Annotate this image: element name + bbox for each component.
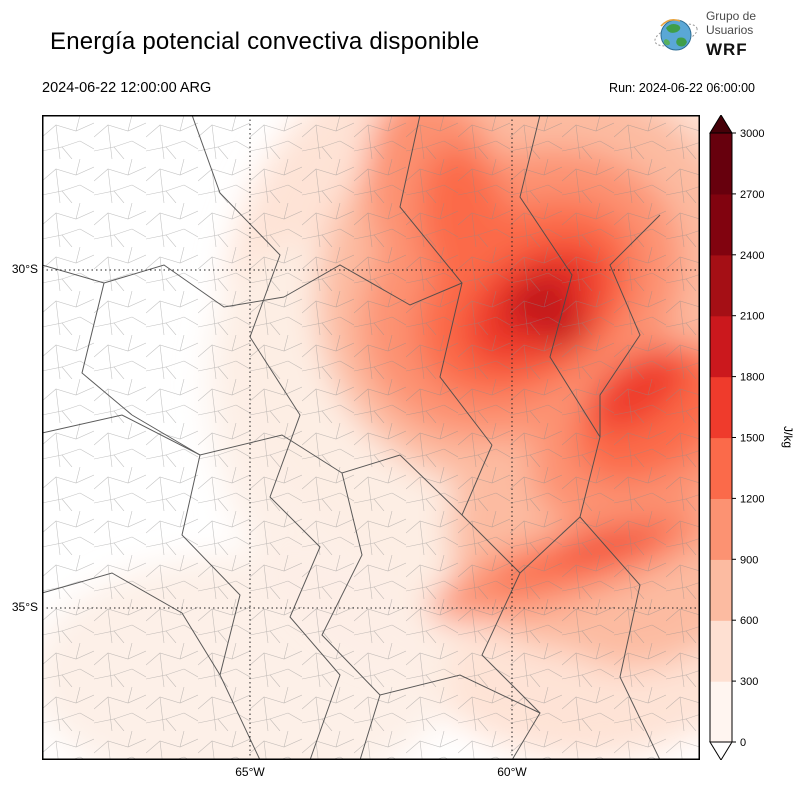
colorbar-tick-label: 2100 bbox=[740, 311, 764, 323]
map-panel bbox=[32, 12, 800, 795]
colorbar-segment bbox=[710, 254, 732, 317]
colorbar-tick-label: 2400 bbox=[740, 250, 764, 262]
colorbar-tick-label: 1500 bbox=[740, 433, 764, 445]
colorbar-tick-label: 600 bbox=[740, 615, 758, 627]
colorbar-segment bbox=[710, 315, 732, 378]
colorbar-tick-label: 1800 bbox=[740, 372, 764, 384]
run-time-label: Run: 2024-06-22 06:00:00 bbox=[609, 81, 755, 95]
graticule bbox=[42, 115, 700, 760]
wrf-logo: Grupo de Usuarios WRF bbox=[653, 9, 756, 59]
map-frame bbox=[42, 115, 700, 760]
colorbar-segment bbox=[710, 376, 732, 439]
colorbar-tick-label: 2700 bbox=[740, 189, 764, 201]
colorbar-segment bbox=[710, 498, 732, 560]
lat-tick-30s: 30°S bbox=[11, 262, 38, 276]
colorbar-segment bbox=[710, 133, 732, 195]
colorbar-unit-label: J/kg bbox=[781, 426, 795, 448]
logo-text: Grupo de Usuarios WRF bbox=[705, 9, 756, 59]
logo-text-wrf: WRF bbox=[705, 39, 748, 59]
colorbar-tick-label: 900 bbox=[740, 554, 758, 566]
valid-time-label: 2024-06-22 12:00:00 ARG bbox=[42, 80, 212, 96]
cape-map bbox=[32, 12, 800, 795]
colorbar-over-arrow bbox=[709, 115, 733, 134]
page-title: Energía potencial convectiva disponible bbox=[50, 28, 480, 55]
colorbar-segment bbox=[710, 620, 732, 682]
logo-text-line2: Usuarios bbox=[705, 22, 754, 37]
lon-tick-65w: 65°W bbox=[235, 765, 265, 779]
colorbar-tick-label: 300 bbox=[740, 676, 758, 688]
lon-tick-60w: 60°W bbox=[497, 765, 527, 779]
logo-text-line1: Grupo de bbox=[705, 9, 756, 23]
lat-tick-35s: 35°S bbox=[11, 600, 38, 614]
subheader: 2024-06-22 12:00:00 ARG Run: 2024-06-22 … bbox=[42, 80, 755, 96]
colorbar-tick-label: 3000 bbox=[740, 128, 764, 140]
globe-icon bbox=[654, 18, 698, 51]
colorbar-segment bbox=[710, 559, 732, 621]
colorbar-tick-label: 0 bbox=[740, 737, 746, 749]
colorbar-segment bbox=[710, 681, 732, 743]
department-boundaries bbox=[42, 115, 700, 760]
colorbar: 0 300 600 900 1200 1500 1800 2100 2400 2700 3000 J/… bbox=[709, 115, 795, 760]
colorbar-under-arrow bbox=[709, 741, 733, 760]
colorbar-segment bbox=[710, 437, 732, 499]
colorbar-segment bbox=[710, 193, 732, 256]
colorbar-tick-label: 1200 bbox=[740, 493, 764, 505]
